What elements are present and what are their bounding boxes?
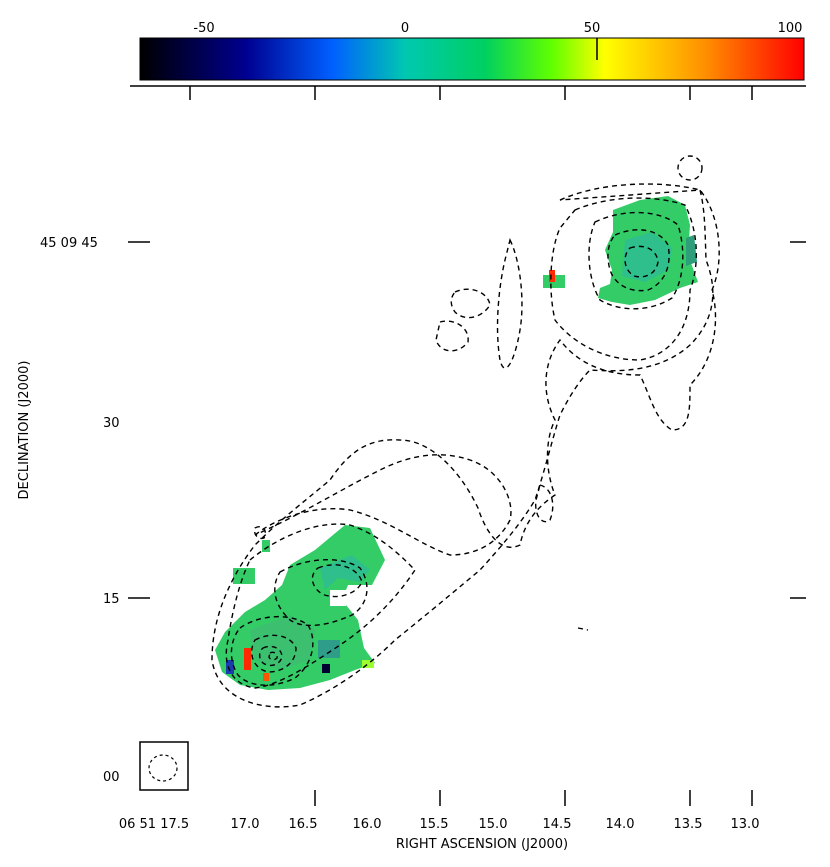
y-tick-label: 15	[103, 592, 120, 607]
colorbar-lower-ticks	[189, 86, 753, 100]
y-tick-label: 00	[103, 770, 120, 785]
x-axis-title: RIGHT ASCENSION (J2000)	[396, 837, 568, 852]
axis-ticks	[128, 241, 806, 806]
x-tick-label: 17.0	[231, 817, 260, 832]
contours	[211, 155, 720, 708]
color-map-sw-core	[215, 525, 385, 690]
x-tick-label: 14.5	[543, 817, 572, 832]
x-tick-label: 06 51 17.5	[119, 817, 189, 832]
x-tick-label: 15.0	[479, 817, 508, 832]
x-tick-label: 13.0	[731, 817, 760, 832]
x-tick-label: 15.5	[420, 817, 449, 832]
colorbar-gradient	[139, 37, 805, 81]
colorbar-tick-label: 100	[778, 21, 803, 36]
beam-indicator	[139, 741, 189, 791]
colorbar-tick-label: 0	[401, 21, 409, 36]
x-tick-label: 14.0	[606, 817, 635, 832]
x-tick-label: 13.5	[674, 817, 703, 832]
colorbar-tick-label: -50	[193, 21, 214, 36]
color-map-ne-lobe	[543, 196, 698, 305]
x-tick-label: 16.0	[353, 817, 382, 832]
colorbar-tick-label: 50	[584, 21, 601, 36]
y-axis-title: DECLINATION (J2000)	[17, 361, 32, 500]
x-tick-label: 16.5	[289, 817, 318, 832]
y-tick-label: 30	[103, 416, 120, 431]
y-tick-label: 45 09 45	[40, 236, 98, 251]
colorbar: -50 0 50 100	[130, 21, 806, 100]
